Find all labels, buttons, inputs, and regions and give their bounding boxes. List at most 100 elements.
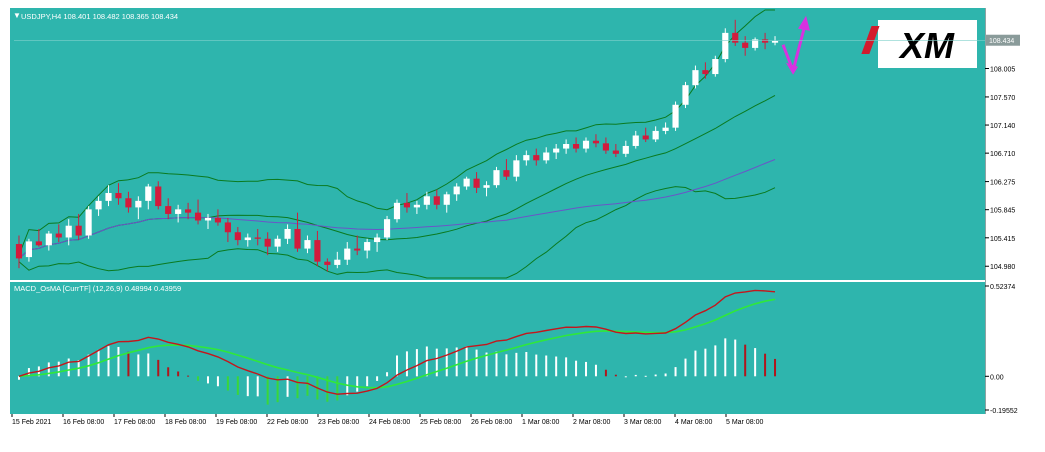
candle-body — [364, 242, 371, 251]
time-tick-label: 2 Mar 08:00 — [573, 419, 610, 426]
candles — [15, 19, 779, 272]
candle-body — [254, 237, 261, 239]
macd-hist-bar — [644, 375, 647, 377]
macd-hist-bar — [774, 358, 777, 377]
candle-body — [354, 248, 361, 251]
time-tick-label: 25 Feb 08:00 — [420, 419, 461, 426]
price-tick-label: 106.710 — [990, 151, 1015, 158]
xm-logo-bg — [878, 20, 977, 68]
time-tick-label: 19 Feb 08:00 — [216, 419, 257, 426]
macd-hist-bar — [27, 368, 30, 377]
candle-body — [692, 70, 699, 86]
candle-body — [294, 228, 301, 249]
macd-hist-bar — [57, 361, 60, 377]
macd-pane[interactable] — [10, 282, 985, 414]
candle-body — [463, 178, 470, 187]
candle-body — [145, 186, 152, 201]
macd-hist-bar — [535, 354, 538, 377]
candle-body — [284, 228, 291, 239]
candle-body — [503, 170, 510, 177]
triangle-down-icon[interactable]: ▼ — [13, 11, 21, 20]
ma-line — [18, 159, 776, 259]
candle-body — [443, 194, 450, 205]
macd-hist-bar — [634, 374, 637, 377]
macd-hist-bar — [236, 376, 239, 395]
macd-hist-bar — [475, 349, 478, 377]
macd-hist-bar — [435, 348, 438, 377]
time-tick-label: 17 Feb 08:00 — [114, 419, 155, 426]
time-tick-label: 4 Mar 08:00 — [675, 419, 712, 426]
macd-hist-bar — [415, 349, 418, 377]
macd-axis: 0.52374 0.00 -0.19552 — [985, 284, 1018, 415]
candle-body — [732, 32, 739, 43]
macd-hist-bar — [226, 376, 229, 391]
candle-body — [194, 212, 202, 221]
candle-body — [473, 178, 480, 188]
candle-body — [413, 204, 420, 208]
macd-hist-bar — [306, 376, 309, 396]
candle-body — [15, 244, 23, 259]
signal-line — [18, 298, 776, 389]
candle-body — [592, 140, 600, 144]
candle-body — [185, 209, 192, 213]
macd-hist-bar — [206, 376, 209, 384]
candle-body — [553, 148, 560, 153]
time-tick-label: 5 Mar 08:00 — [726, 419, 763, 426]
macd-hist-bar — [724, 338, 727, 377]
price-tick-label: 106.275 — [990, 180, 1015, 187]
macd-hist-bar — [664, 373, 667, 377]
candle-body — [214, 217, 222, 223]
macd-hist-bar — [127, 351, 130, 377]
macd-hist-bar — [425, 346, 428, 377]
candle-body — [702, 70, 709, 75]
bb-lower — [18, 186, 776, 279]
macd-hist-bar — [445, 348, 448, 377]
macd-hist-bar — [137, 354, 140, 377]
macd-hist-bar — [216, 376, 219, 387]
macd-hist-bar — [246, 376, 249, 397]
indicator-info: MACD_OsMA [CurrTF] (12,26,9) 0.48994 0.4… — [14, 284, 181, 293]
macd-hist-bar — [296, 376, 299, 399]
macd-hist-bar — [694, 350, 697, 377]
moving-average — [18, 159, 776, 259]
price-pane[interactable] — [10, 8, 985, 280]
macd-hist-bar — [366, 376, 369, 387]
price-axis: 108.005 107.570 107.140 106.710 106.275 105.8… — [985, 67, 1015, 271]
price-tick-label: 105.415 — [990, 236, 1015, 243]
macd-hist-bar — [167, 367, 170, 377]
macd-hist-bar — [336, 376, 339, 401]
macd-hist-bar — [455, 347, 458, 377]
candle-body — [324, 261, 331, 265]
macd-hist-bar — [505, 354, 508, 377]
indicator-info-text: MACD_OsMA [CurrTF] (12,26,9) 0.48994 0.4… — [14, 284, 181, 293]
candle-body — [65, 225, 72, 238]
price-tick-label: 105.845 — [990, 208, 1015, 215]
candle-body — [135, 200, 142, 208]
time-tick-label: 24 Feb 08:00 — [369, 419, 410, 426]
macd-hist-bar — [147, 353, 150, 377]
macd-hist-bar — [744, 344, 747, 377]
macd-hist-bar — [684, 358, 687, 377]
candle-body — [493, 170, 500, 186]
candle-body — [304, 240, 311, 249]
macd-hist-bar — [764, 353, 767, 377]
candle-body — [533, 155, 540, 161]
arrow-head — [798, 15, 811, 31]
macd-hist-bar — [654, 374, 657, 377]
candle-body — [771, 40, 779, 43]
candle-body — [344, 248, 351, 260]
macd-hist-bar — [187, 375, 190, 377]
candle-body — [334, 259, 341, 265]
candle-body — [105, 193, 112, 201]
candle-body — [662, 127, 669, 131]
candle-body — [433, 196, 440, 205]
candle-body — [264, 238, 271, 247]
candle-body — [722, 32, 729, 60]
candle-body — [95, 200, 102, 210]
symbol-info-text: USDJPY,H4 108.401 108.482 108.365 108.43… — [21, 12, 178, 21]
xm-logo-accent — [861, 26, 880, 54]
time-tick-label: 22 Feb 08:00 — [267, 419, 308, 426]
candle-body — [543, 152, 550, 161]
